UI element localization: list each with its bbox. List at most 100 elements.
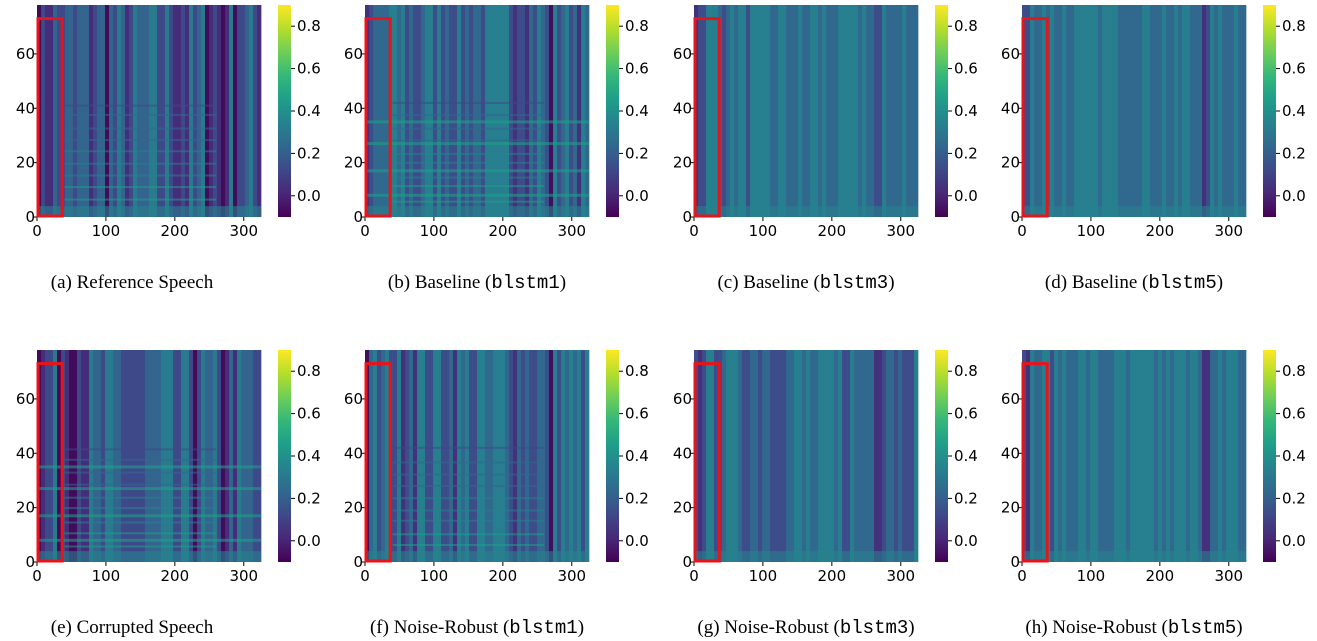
caption-text: (g) Noise-Robust ( <box>697 617 839 638</box>
x-tick-label: 100 <box>1077 567 1106 585</box>
caption-text: (b) Baseline ( <box>388 272 491 293</box>
colorbar-tick-label: 0.4 <box>625 447 649 465</box>
colorbar-tick-label: 0.2 <box>1282 144 1306 162</box>
caption-end: ) <box>560 272 566 293</box>
x-tick-label: 300 <box>229 567 258 585</box>
x-tick-label: 0 <box>360 222 370 240</box>
x-tick-label: 300 <box>886 222 915 240</box>
colorbar-tick-label: 0.4 <box>625 102 649 120</box>
heatmap-f <box>365 350 590 563</box>
x-tick-label: 200 <box>818 222 847 240</box>
y-tick-label: 60 <box>1001 45 1020 63</box>
y-tick-label: 20 <box>344 499 363 517</box>
panel-caption: (g) Noise-Robust (blstm3) <box>697 617 914 639</box>
y-tick-label: 0 <box>682 553 692 571</box>
x-tick-label: 300 <box>1214 222 1243 240</box>
y-tick-label: 40 <box>344 444 363 462</box>
x-tick-label: 300 <box>1214 567 1243 585</box>
colorbar <box>606 350 619 562</box>
x-tick-label: 0 <box>360 567 370 585</box>
heatmap-e <box>37 350 262 563</box>
colorbar-tick-label: 0.0 <box>625 532 649 550</box>
spectrogram-panel-f: 0 100 200 300 0 20 40 60 0.0 0.2 0.4 0.6 0.8 (f) Nois… <box>344 350 649 639</box>
highlight-box <box>364 17 392 218</box>
highlight-box <box>1021 17 1049 218</box>
colorbar-tick-label: 0.2 <box>297 489 321 507</box>
caption-text: (f) Noise-Robust ( <box>370 617 509 638</box>
y-tick-label: 60 <box>673 45 692 63</box>
x-tick-label: 100 <box>92 222 121 240</box>
caption-text: (e) Corrupted Speech <box>51 617 214 638</box>
y-tick-label: 0 <box>1010 553 1020 571</box>
colorbar-tick-label: 0.2 <box>625 489 649 507</box>
colorbar-tick-label: 0.6 <box>297 405 321 423</box>
highlight-box <box>36 362 64 563</box>
caption-end: ) <box>888 272 894 293</box>
y-tick-label: 0 <box>682 208 692 226</box>
heatmap-d <box>1022 5 1247 218</box>
x-tick-label: 100 <box>92 567 121 585</box>
colorbar-tick-label: 0.4 <box>297 447 321 465</box>
colorbar-tick-label: 0.2 <box>954 144 978 162</box>
x-tick-label: 200 <box>161 222 190 240</box>
colorbar-tick-label: 0.6 <box>1282 60 1306 78</box>
y-tick-label: 60 <box>16 390 35 408</box>
colorbar <box>278 5 291 217</box>
highlight-box <box>693 362 721 563</box>
y-tick-label: 20 <box>673 154 692 172</box>
colorbar-tick-label: 0.2 <box>625 144 649 162</box>
colorbar <box>1263 5 1276 217</box>
caption-code: blstm5 <box>1148 272 1216 294</box>
x-tick-label: 100 <box>1077 222 1106 240</box>
y-tick-label: 40 <box>344 99 363 117</box>
y-tick-label: 20 <box>1001 154 1020 172</box>
colorbar-tick-label: 0.8 <box>297 17 321 35</box>
x-tick-label: 300 <box>886 567 915 585</box>
caption-code: blstm1 <box>491 272 559 294</box>
x-tick-label: 200 <box>489 567 518 585</box>
x-tick-label: 0 <box>689 567 699 585</box>
x-tick-label: 200 <box>489 222 518 240</box>
y-tick-label: 20 <box>673 499 692 517</box>
colorbar-tick-label: 0.8 <box>1282 362 1306 380</box>
colorbar-tick-label: 0.0 <box>1282 187 1306 205</box>
y-tick-label: 20 <box>16 154 35 172</box>
spectrogram-panel-g: 0 100 200 300 0 20 40 60 0.0 0.2 0.4 0.6 0.8 (g) Nois… <box>673 350 978 639</box>
heatmap-a <box>37 5 262 218</box>
colorbar-tick-label: 0.6 <box>1282 405 1306 423</box>
highlight-box <box>36 17 64 218</box>
x-tick-label: 300 <box>557 222 586 240</box>
spectrogram-panel-e: 0 100 200 300 0 20 40 60 0.0 0.2 0.4 0.6 0.8 (e) Corr… <box>16 350 321 638</box>
colorbar-tick-label: 0.8 <box>1282 17 1306 35</box>
panel-caption: (f) Noise-Robust (blstm1) <box>370 617 584 639</box>
x-tick-label: 100 <box>749 567 778 585</box>
y-tick-label: 20 <box>1001 499 1020 517</box>
caption-text: (c) Baseline ( <box>717 272 819 293</box>
x-tick-label: 0 <box>32 567 42 585</box>
y-tick-label: 40 <box>16 444 35 462</box>
y-tick-label: 60 <box>344 390 363 408</box>
y-tick-label: 60 <box>1001 390 1020 408</box>
spectrogram-panel-c: 0 100 200 300 0 20 40 60 0.0 0.2 0.4 0.6 0.8 (c) Base… <box>673 5 978 294</box>
highlight-box <box>1021 362 1049 563</box>
panel-caption: (c) Baseline (blstm3) <box>717 272 894 294</box>
highlight-box <box>364 362 392 563</box>
x-tick-label: 0 <box>1017 222 1027 240</box>
colorbar-tick-label: 0.4 <box>954 447 978 465</box>
caption-code: blstm3 <box>820 272 888 294</box>
colorbar-tick-label: 0.0 <box>1282 532 1306 550</box>
y-tick-label: 0 <box>353 208 363 226</box>
heatmap-g <box>694 350 919 563</box>
colorbar <box>606 5 619 217</box>
highlight-box <box>693 17 721 218</box>
x-tick-label: 300 <box>557 567 586 585</box>
y-tick-label: 40 <box>16 99 35 117</box>
colorbar-tick-label: 0.2 <box>297 144 321 162</box>
y-tick-label: 20 <box>344 154 363 172</box>
y-tick-label: 0 <box>353 553 363 571</box>
colorbar-tick-label: 0.8 <box>297 362 321 380</box>
x-tick-label: 0 <box>32 222 42 240</box>
colorbar-tick-label: 0.8 <box>625 362 649 380</box>
colorbar-tick-label: 0.2 <box>954 489 978 507</box>
